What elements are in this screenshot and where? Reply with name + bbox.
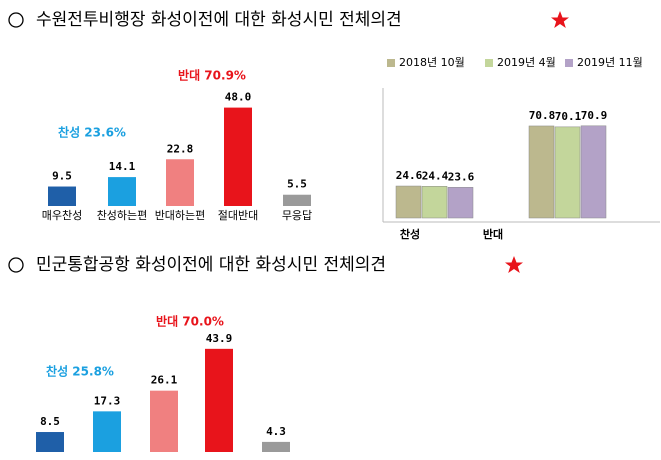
value-label: 70.9 (581, 109, 608, 122)
legend-label: 2019년 4월 (497, 56, 556, 69)
legend-swatch (485, 59, 493, 67)
legend-swatch (387, 59, 395, 67)
value-label: 70.1 (555, 110, 582, 123)
bar (262, 441, 290, 452)
value-label: 70.8 (529, 109, 556, 122)
value-label: 22.8 (167, 142, 194, 155)
category-label: 절대반대 (218, 209, 258, 222)
value-label: 26.1 (151, 374, 178, 387)
annotation: 찬성 25.8% (46, 364, 114, 379)
value-label: 9.5 (52, 170, 72, 183)
annotation: 반대 70.9% (178, 68, 246, 83)
bar (554, 126, 581, 219)
category-label: 반대하는편 (155, 208, 206, 222)
bar (36, 432, 64, 452)
bar (48, 186, 76, 206)
value-label: 24.4 (422, 169, 449, 182)
bullet (8, 12, 24, 28)
bar (283, 194, 311, 206)
bar (528, 125, 555, 219)
annotation: 찬성 23.6% (58, 125, 126, 140)
bullet (8, 257, 24, 273)
bar (166, 159, 194, 206)
legend-label: 2018년 10월 (399, 56, 465, 69)
bar (580, 125, 607, 219)
bar (205, 348, 233, 452)
bar (108, 177, 136, 206)
category-label: 반대 (483, 227, 503, 241)
bar (224, 107, 252, 206)
bar (421, 186, 448, 219)
value-label: 24.6 (396, 169, 423, 182)
bar (150, 390, 178, 452)
bar (395, 185, 422, 219)
star (551, 11, 569, 28)
bar (447, 187, 474, 219)
star (505, 256, 523, 273)
category-label: 찬성 (400, 227, 420, 241)
category-label: 무응답 (282, 209, 312, 222)
value-label: 4.3 (266, 425, 286, 438)
category-label: 찬성하는편 (97, 208, 148, 222)
value-label: 43.9 (206, 332, 233, 345)
value-label: 17.3 (94, 394, 121, 407)
value-label: 48.0 (225, 91, 252, 104)
value-label: 5.5 (287, 178, 307, 191)
annotation: 반대 70.0% (156, 314, 224, 329)
heading: 수원전투비행장 화성이전에 대한 화성시민 전체의견 (36, 10, 402, 30)
category-label: 매우찬성 (42, 208, 82, 222)
value-label: 8.5 (40, 415, 60, 428)
value-label: 23.6 (448, 170, 475, 183)
legend-swatch (565, 59, 573, 67)
heading: 민군통합공항 화성이전에 대한 화성시민 전체의견 (36, 255, 386, 275)
value-label: 14.1 (109, 160, 136, 173)
bar (93, 411, 121, 452)
legend-label: 2019년 11월 (577, 56, 643, 69)
